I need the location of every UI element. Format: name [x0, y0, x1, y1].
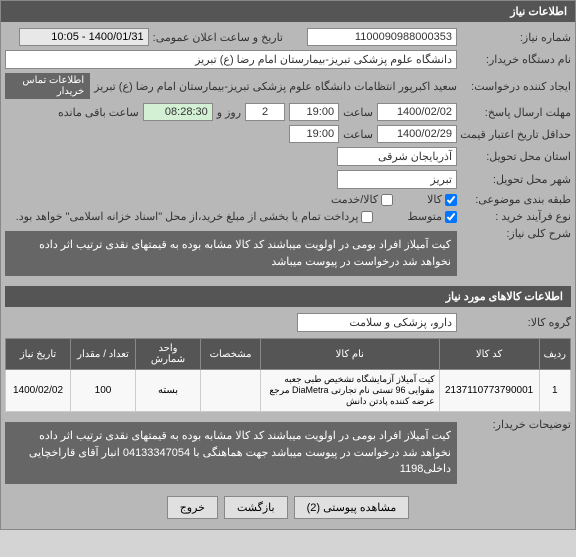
validity-label: حداقل تاریخ اعتبار قیمت تا تاریخ: [461, 128, 571, 141]
col-spec: مشخصات [201, 339, 261, 370]
cell-code: 2137110773790001 [439, 370, 539, 412]
creator-value: سعید اکبرپور انتظامات دانشگاه علوم پزشکی… [94, 80, 457, 93]
validity-hour: 19:00 [289, 125, 339, 143]
col-name: نام کالا [261, 339, 440, 370]
org-label: نام دستگاه خریدار: [461, 53, 571, 66]
exit-button[interactable]: خروج [167, 496, 218, 519]
contact-button[interactable]: اطلاعات تماس خریدار [5, 73, 90, 99]
cell-name: کیت آمیلاز آزمایشگاه تشخیص طبی جعبه مقوا… [261, 370, 440, 412]
hour-label-1: ساعت [343, 106, 373, 119]
col-qty: تعداد / مقدار [71, 339, 136, 370]
remain-days-label: روز و [217, 106, 241, 119]
cell-spec [201, 370, 261, 412]
panel-body: شماره نیاز: 1100090988000353 تاریخ و ساع… [1, 22, 575, 529]
cell-row: 1 [539, 370, 570, 412]
buyer-desc-label: توضیحات خریدار: [461, 418, 571, 431]
cell-qty: 100 [71, 370, 136, 412]
attachments-button[interactable]: مشاهده پیوستی (2) [294, 496, 410, 519]
deadline-date: 1400/02/02 [377, 103, 457, 121]
table-row: 1 2137110773790001 کیت آمیلاز آزمایشگاه … [6, 370, 571, 412]
process-opt1-text: متوسط [407, 210, 442, 223]
group-value: دارو، پزشکی و سلامت [297, 313, 457, 332]
province-label: استان محل تحویل: [461, 150, 571, 163]
footer-buttons: مشاهده پیوستی (2) بازگشت خروج [5, 490, 571, 525]
items-header: اطلاعات کالاهای مورد نیاز [5, 286, 571, 307]
group-label: گروه کالا: [461, 316, 571, 329]
need-number-label: شماره نیاز: [461, 31, 571, 44]
hour-label-2: ساعت [343, 128, 373, 141]
main-panel: اطلاعات نیاز شماره نیاز: 110009098800035… [0, 0, 576, 530]
province-value: آذربایجان شرقی [337, 147, 457, 166]
table-header-row: ردیف کد کالا نام کالا مشخصات واحد شمارش … [6, 339, 571, 370]
goods-checkbox-wrap: کالا [427, 193, 457, 206]
process-note-check[interactable] [361, 211, 373, 223]
validity-date: 1400/02/29 [377, 125, 457, 143]
deadline-label: مهلت ارسال پاسخ: [461, 106, 571, 119]
col-row: ردیف [539, 339, 570, 370]
service-checkbox[interactable] [381, 194, 393, 206]
panel-header: اطلاعات نیاز [1, 1, 575, 22]
datetime-label: تاریخ و ساعت اعلان عمومی: [153, 31, 283, 44]
org-value: دانشگاه علوم پزشکی تبریز-بیمارستان امام … [5, 50, 457, 69]
service-text: کالا/خدمت [331, 193, 378, 206]
creator-label: ایجاد کننده درخواست: [461, 80, 571, 93]
city-value: تبریز [337, 170, 457, 189]
back-button[interactable]: بازگشت [224, 496, 288, 519]
process-note-text: پرداخت تمام یا بخشی از مبلغ خرید،از محل … [16, 210, 359, 223]
goods-text: کالا [427, 193, 442, 206]
cell-unit: بسته [136, 370, 201, 412]
budget-label: طبقه بندی موضوعی: [461, 193, 571, 206]
goods-checkbox[interactable] [445, 194, 457, 206]
city-label: شهر محل تحویل: [461, 173, 571, 186]
items-table: ردیف کد کالا نام کالا مشخصات واحد شمارش … [5, 338, 571, 412]
buyer-desc-box: کیت آمیلاز افراد بومی در اولویت میباشند … [5, 422, 457, 484]
remain-time: 08:28:30 [143, 103, 213, 121]
col-unit: واحد شمارش [136, 339, 201, 370]
desc-box: کیت آمیلاز افراد بومی در اولویت میباشند … [5, 231, 457, 276]
datetime-value: 1400/01/31 - 10:05 [19, 28, 149, 46]
desc-label: شرح کلی نیاز: [461, 227, 571, 240]
process-opt1-check[interactable] [445, 211, 457, 223]
service-checkbox-wrap: کالا/خدمت [331, 193, 393, 206]
process-label: نوع فرآیند خرید : [461, 210, 571, 223]
cell-date: 1400/02/02 [6, 370, 71, 412]
process-opt1-wrap: متوسط [407, 210, 457, 223]
remain-label: ساعت باقی مانده [58, 106, 139, 119]
col-code: کد کالا [439, 339, 539, 370]
remain-days: 2 [245, 103, 285, 121]
col-date: تاریخ نیاز [6, 339, 71, 370]
deadline-hour: 19:00 [289, 103, 339, 121]
process-note-wrap: پرداخت تمام یا بخشی از مبلغ خرید،از محل … [16, 210, 374, 223]
need-number: 1100090988000353 [307, 28, 457, 46]
